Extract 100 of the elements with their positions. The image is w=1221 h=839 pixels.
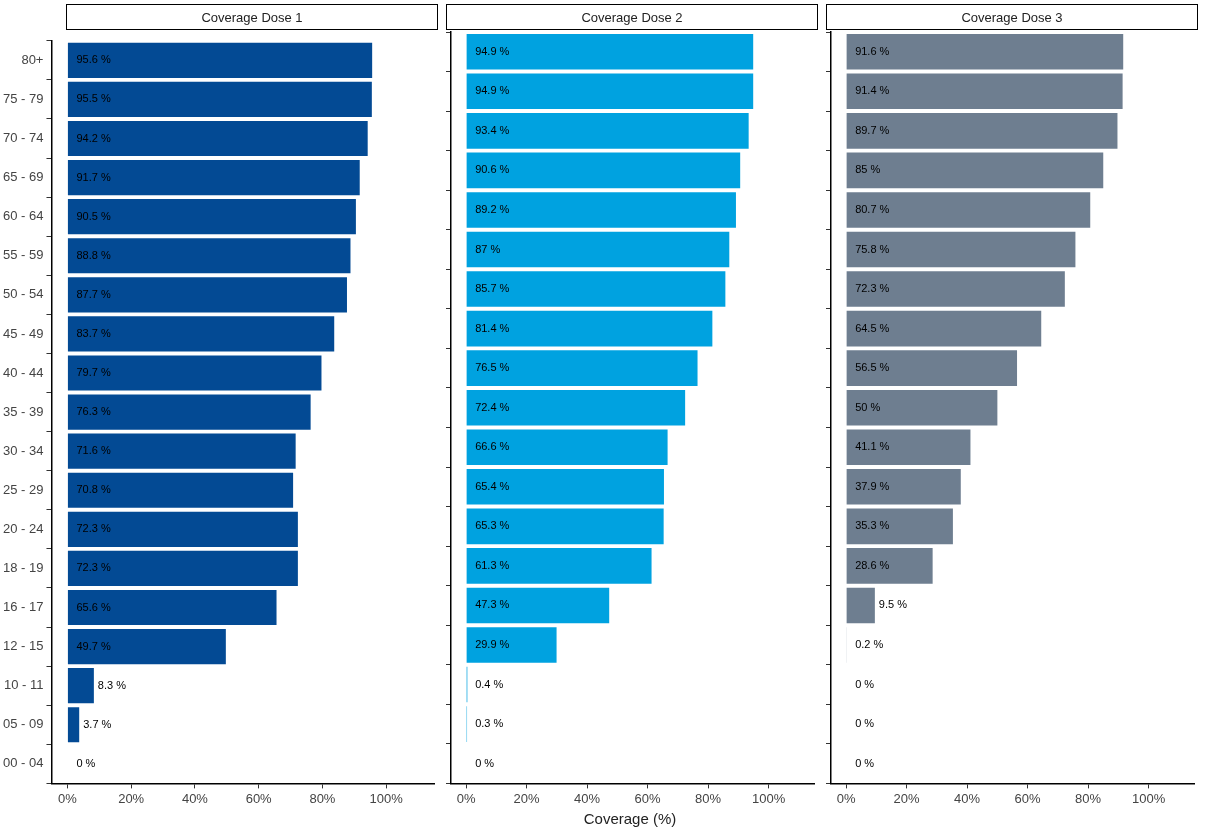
data-label: 0 % [855, 677, 875, 690]
bar [67, 511, 298, 547]
data-label: 0 % [76, 756, 96, 769]
data-label: 0 % [855, 756, 875, 769]
bar [466, 192, 736, 228]
bar [67, 355, 322, 391]
bar [466, 33, 754, 70]
data-label: 64.5 % [855, 321, 890, 334]
y-tick-label: 70 - 74 [2, 130, 44, 146]
y-tick-label: 80+ [21, 51, 44, 67]
bar [466, 350, 698, 386]
data-label: 72.3 % [76, 561, 111, 574]
y-tick-label: 55 - 59 [2, 247, 44, 263]
y-tick-label: 45 - 49 [2, 325, 44, 341]
y-tick-label: 00 - 04 [2, 755, 44, 771]
data-label: 0 % [855, 717, 875, 730]
x-tick-label: 80% [695, 790, 722, 806]
data-label: 87 % [475, 242, 501, 255]
data-label: 76.3 % [76, 405, 111, 418]
data-label: 37.9 % [855, 479, 890, 492]
x-tick-label: 60% [1014, 790, 1042, 806]
bar [846, 231, 1076, 268]
data-label: 79.7 % [76, 366, 111, 379]
data-label: 80.7 % [855, 202, 890, 215]
bar [846, 192, 1091, 228]
bar [67, 238, 351, 274]
y-tick-label: 40 - 44 [2, 364, 44, 380]
bar [67, 668, 94, 704]
x-tick-label: 60% [245, 790, 273, 806]
data-label: 87.7 % [76, 287, 111, 300]
data-label: 28.6 % [855, 558, 890, 571]
bar [466, 548, 652, 584]
bar [466, 587, 610, 624]
bar [67, 160, 360, 196]
data-label: 65.3 % [475, 519, 510, 532]
y-tick-label: 25 - 29 [2, 481, 44, 497]
data-label: 90.6 % [475, 163, 510, 176]
bar [67, 629, 226, 665]
data-label: 72.3 % [855, 282, 890, 295]
data-label: 29.9 % [475, 638, 510, 651]
bar [67, 120, 368, 157]
x-tick-label: 20% [513, 790, 541, 806]
bar [67, 316, 335, 352]
x-tick-label: 40% [181, 790, 209, 806]
data-label: 50 % [855, 400, 881, 413]
bar [67, 472, 294, 508]
bar [466, 429, 668, 466]
x-tick-label: 100% [369, 790, 404, 806]
bar [466, 73, 754, 110]
bar [846, 508, 953, 545]
data-label: 94.2 % [76, 131, 111, 144]
y-tick-label: 30 - 34 [2, 442, 44, 458]
data-label: 85.7 % [475, 282, 510, 295]
data-label: 56.5 % [855, 361, 890, 374]
x-tick-label: 80% [309, 790, 336, 806]
bar [67, 42, 373, 78]
bar [466, 310, 713, 347]
y-tick-label: 65 - 69 [2, 169, 44, 185]
x-tick-label: 40% [574, 790, 601, 806]
data-label: 61.3 % [475, 558, 510, 571]
bar [67, 589, 277, 626]
data-label: 70.8 % [76, 483, 111, 496]
bar [466, 271, 726, 307]
data-label: 91.4 % [855, 84, 890, 97]
bar [466, 113, 749, 149]
x-tick-label: 0% [836, 790, 856, 806]
data-label: 95.6 % [76, 53, 111, 66]
data-label: 0 % [475, 756, 495, 769]
data-label: 88.8 % [76, 248, 111, 261]
x-axis-title: Coverage (%) [582, 810, 678, 829]
x-tick-label: 40% [954, 790, 981, 806]
bar [466, 389, 686, 426]
data-label: 93.4 % [475, 123, 510, 136]
chart-title: Coverage Dose 3 [826, 4, 1198, 30]
data-label: 65.4 % [475, 479, 510, 492]
bar [846, 350, 1018, 386]
data-label: 41.1 % [855, 440, 890, 453]
bar [466, 469, 664, 505]
y-tick-label: 12 - 15 [2, 638, 44, 654]
y-tick-label: 20 - 24 [2, 520, 44, 536]
bar [846, 73, 1123, 110]
data-label: 90.5 % [76, 209, 111, 222]
data-label: 66.6 % [475, 440, 510, 453]
bar [466, 508, 664, 545]
data-label: 3.7 % [83, 717, 112, 730]
bar [846, 152, 1104, 189]
data-label: 83.7 % [76, 326, 111, 339]
data-label: 94.9 % [475, 44, 510, 57]
x-tick-label: 0% [58, 790, 78, 806]
bar [846, 587, 875, 624]
bar [846, 429, 971, 466]
data-label: 47.3 % [475, 598, 510, 611]
bar [67, 199, 356, 235]
bar [466, 152, 741, 189]
x-tick-label: 80% [1075, 790, 1102, 806]
data-label: 9.5 % [878, 598, 908, 611]
data-label: 89.2 % [475, 202, 510, 215]
y-tick-label: 50 - 54 [2, 286, 44, 302]
bar [846, 113, 1118, 149]
data-label: 94.9 % [475, 84, 510, 97]
